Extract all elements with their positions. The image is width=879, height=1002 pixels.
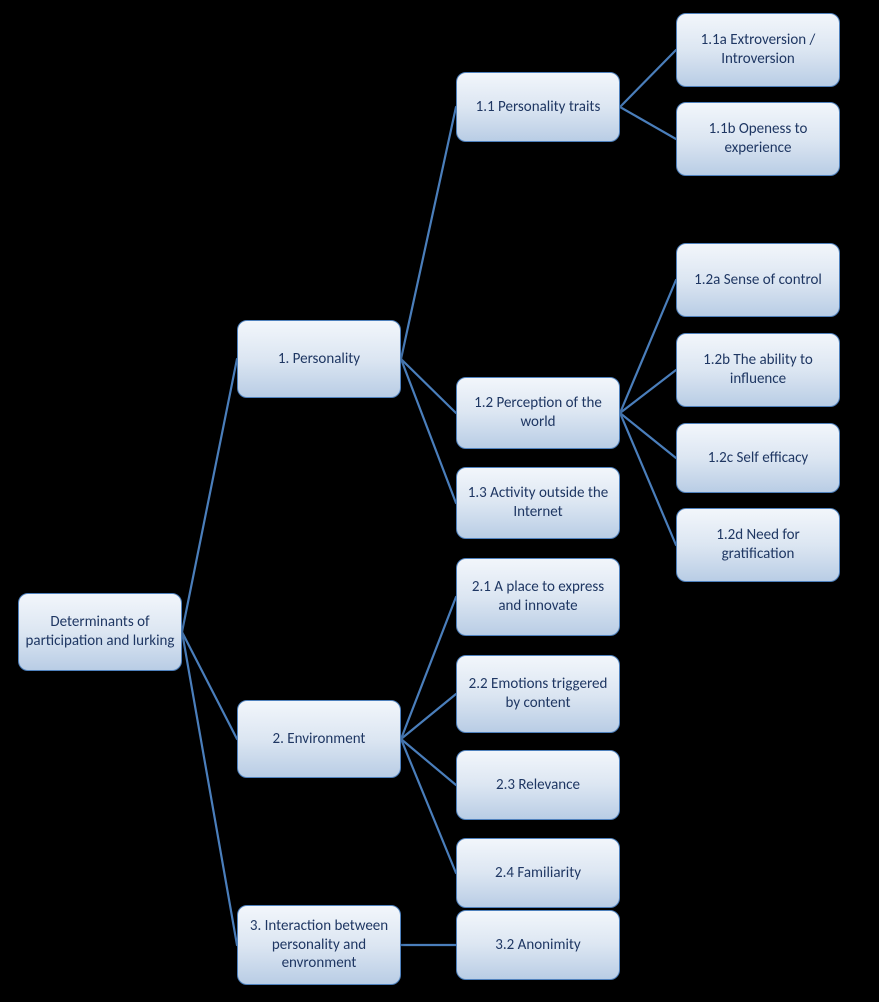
tree-node-n12d: 1.2d Need for gratification [676,508,840,582]
tree-node-label: 1. Personality [278,350,360,369]
tree-node-n11b: 1.1b Openess to experience [676,102,840,176]
tree-node-label: 1.2 Perception of the world [463,394,613,432]
tree-node-label: 1.1 Personality traits [476,98,601,117]
tree-node-n12b: 1.2b The ability to influence [676,333,840,407]
tree-node-n12a: 1.2a Sense of control [676,243,840,317]
tree-node-label: 3.2 Anonimity [495,936,580,955]
tree-node-label: 2.1 A place to express and innovate [463,578,613,616]
tree-node-label: 1.1b Openess to experience [683,120,833,158]
tree-node-label: 2.4 Familiarity [495,864,581,883]
tree-node-label: 1.1a Extroversion / Introversion [683,31,833,69]
tree-node-n3: 3. Interaction between personality and e… [237,905,401,985]
tree-node-n23: 2.3 Relevance [456,750,620,820]
tree-node-label: 3. Interaction between personality and e… [244,917,394,973]
tree-node-n32: 3.2 Anonimity [456,910,620,980]
tree-node-n2: 2. Environment [237,700,401,778]
tree-node-label: 1.2b The ability to influence [683,351,833,389]
tree-node-n21: 2.1 A place to express and innovate [456,558,620,636]
tree-node-n11: 1.1 Personality traits [456,72,620,142]
tree-node-n11a: 1.1a Extroversion / Introversion [676,13,840,87]
tree-node-n1: 1. Personality [237,320,401,398]
tree-node-label: 2.2 Emotions triggered by content [463,675,613,713]
tree-node-label: 2.3 Relevance [496,776,580,795]
tree-node-root: Determinants of participation and lurkin… [18,593,182,671]
tree-node-label: Determinants of participation and lurkin… [25,613,175,651]
tree-node-label: 1.2d Need for gratification [683,526,833,564]
tree-node-n24: 2.4 Familiarity [456,838,620,908]
tree-node-label: 1.2a Sense of control [694,271,822,290]
tree-node-n12: 1.2 Perception of the world [456,377,620,449]
tree-node-n22: 2.2 Emotions triggered by content [456,655,620,733]
tree-node-n13: 1.3 Activity outside the Internet [456,467,620,539]
tree-node-label: 1.3 Activity outside the Internet [463,484,613,522]
tree-node-label: 2. Environment [273,730,366,749]
tree-node-label: 1.2c Self efficacy [708,449,808,468]
tree-node-n12c: 1.2c Self efficacy [676,423,840,493]
